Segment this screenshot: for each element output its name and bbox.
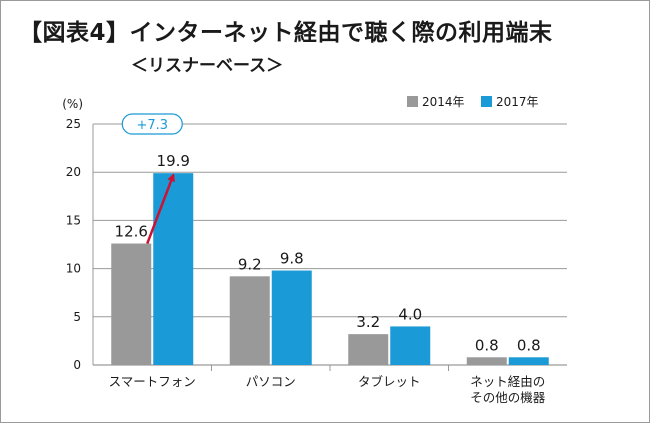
y-tick-label: 25	[66, 117, 81, 131]
data-label: 3.2	[356, 313, 380, 331]
y-tick-label: 5	[73, 310, 81, 324]
y-tick-label: 15	[66, 213, 81, 227]
legend-swatch	[407, 96, 418, 107]
data-label: 0.8	[517, 336, 541, 354]
bar	[229, 276, 270, 365]
bar	[508, 357, 549, 365]
data-label: 0.8	[475, 336, 499, 354]
x-category-label: その他の機器	[470, 390, 546, 405]
data-label: 19.9	[157, 152, 190, 170]
bar	[153, 173, 194, 365]
legend-label: 2014年	[422, 95, 465, 109]
y-axis-label: (%)	[62, 97, 83, 111]
y-tick-label: 20	[66, 165, 81, 179]
bar	[466, 357, 507, 365]
y-tick-label: 10	[66, 262, 81, 276]
legend-swatch	[481, 96, 492, 107]
data-label: 9.8	[280, 250, 304, 268]
chart-title: 【図表4】インターネット経由で聴く際の利用端末	[19, 20, 553, 46]
x-category-label: タブレット	[358, 374, 421, 389]
x-category-label: パソコン	[246, 374, 296, 389]
data-label: 12.6	[115, 223, 148, 241]
chart-subtitle: ＜リスナーベース＞	[131, 56, 284, 76]
bar	[271, 270, 312, 365]
x-category-label: ネット経由の	[470, 374, 545, 389]
increase-callout	[121, 113, 183, 135]
data-label: 4.0	[398, 305, 422, 323]
y-tick-label: 0	[73, 358, 81, 372]
data-label: 9.2	[238, 255, 262, 273]
increase-arrow	[146, 173, 175, 244]
bar	[390, 326, 431, 365]
bar	[348, 334, 389, 365]
legend-label: 2017年	[496, 95, 539, 109]
x-category-label: スマートフォン	[109, 374, 196, 389]
bar	[111, 243, 152, 365]
increase-callout-label: +7.3	[136, 118, 168, 133]
